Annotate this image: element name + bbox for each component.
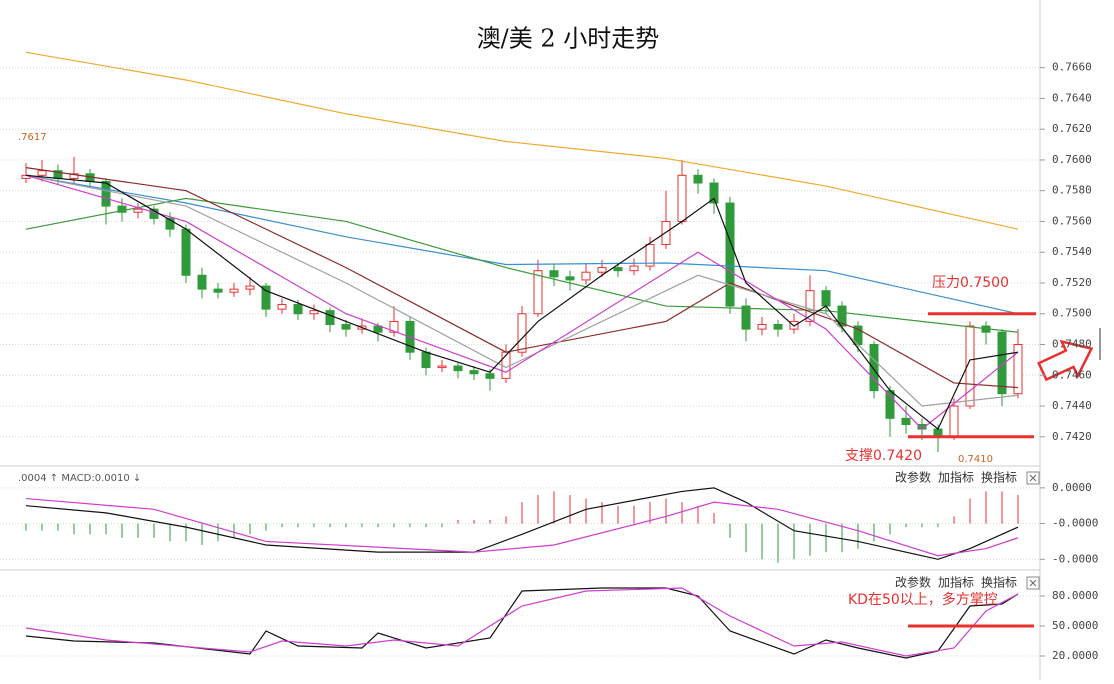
candle-body [309, 310, 319, 315]
price-annotation: .7617 [18, 132, 47, 143]
series-line [25, 497, 1019, 557]
y-tick-label: 0.7480 [1052, 338, 1092, 351]
toolbar-button[interactable]: 换指标 [981, 575, 1017, 590]
candle-body [133, 208, 143, 213]
candle-body [885, 390, 895, 419]
candle-body [613, 267, 623, 272]
candle-body [565, 276, 575, 281]
y-tick-label: 0.7520 [1052, 276, 1092, 289]
candle-body [709, 182, 719, 204]
candle-body [69, 173, 79, 179]
candle-body [901, 417, 911, 425]
toolbar-button[interactable]: 改参数 [895, 470, 931, 485]
candle-body [213, 288, 223, 293]
series-line [25, 174, 1019, 431]
indicator-header: .0004 ↑ MACD:0.0010 ↓ [18, 473, 141, 484]
arrow-icon [1037, 339, 1094, 382]
chart-title: 澳/美 2 小时走势 [477, 25, 660, 53]
candle-body [597, 267, 607, 273]
toolbar-button[interactable]: 换指标 [981, 470, 1017, 485]
candle-body [837, 305, 847, 327]
candle-body [997, 331, 1007, 395]
y-tick-label: 0.7500 [1052, 307, 1092, 320]
candle-body [693, 174, 703, 184]
candle-body [229, 288, 239, 293]
candle-body [437, 365, 447, 369]
candle-body [341, 324, 351, 330]
candle-body [293, 304, 303, 315]
y-tick-label: 50.0000 [1052, 619, 1098, 632]
candle-body [629, 265, 639, 272]
series-line [25, 587, 1019, 657]
y-tick-label: 0.7660 [1052, 61, 1092, 74]
candle-body [821, 290, 831, 307]
y-tick-label: 0.7420 [1052, 430, 1092, 443]
toolbar-button[interactable]: 加指标 [938, 470, 974, 485]
level-label: 支撑0.7420 [845, 448, 922, 464]
candle-body [677, 174, 687, 222]
candle-body [725, 202, 735, 307]
candle-body [101, 180, 111, 207]
series-line [25, 197, 1019, 333]
candle-body [965, 325, 975, 407]
candle-body [869, 344, 879, 392]
y-tick-label: 0.7640 [1052, 91, 1092, 104]
y-tick-label: 0.7540 [1052, 245, 1092, 258]
candle-body [325, 310, 335, 326]
candle-body [805, 290, 815, 322]
candle-body [245, 285, 255, 290]
y-tick-label: 20.0000 [1052, 649, 1098, 662]
toolbar-button[interactable]: 改参数 [895, 575, 931, 590]
y-tick-label: 0.7460 [1052, 368, 1092, 381]
series-line [25, 487, 1019, 560]
candle-body [277, 304, 287, 310]
candle-body [949, 405, 959, 438]
series-line [25, 167, 1019, 389]
series-line [25, 587, 1019, 659]
candle-body [389, 320, 399, 333]
candle-body [117, 205, 127, 213]
candle-body [261, 285, 271, 310]
candle-body [453, 365, 463, 372]
y-tick-label: 0.7600 [1052, 153, 1092, 166]
candle-body [549, 270, 559, 278]
y-tick-label: 0.0000 [1052, 481, 1092, 494]
candle-body [517, 313, 527, 353]
candle-body [485, 373, 495, 379]
y-tick-label: 0.7580 [1052, 184, 1092, 197]
toolbar-button[interactable]: 加指标 [938, 575, 974, 590]
candle-body [469, 370, 479, 375]
series-line [25, 174, 1019, 430]
series-line [25, 174, 1019, 315]
candle-body [1013, 344, 1023, 395]
series-line [25, 174, 1019, 407]
candle-body [645, 244, 655, 267]
y-tick-label: 0.7440 [1052, 399, 1092, 412]
y-tick-label: -0.0000 [1052, 552, 1098, 565]
candle-body [661, 220, 671, 246]
candle-body [581, 271, 591, 281]
candle-body [757, 324, 767, 330]
candle-body [421, 351, 431, 369]
level-label: 压力0.7500 [932, 275, 1009, 291]
y-tick-label: 80.0000 [1052, 589, 1098, 602]
candle-body [37, 170, 47, 176]
close-icon [1029, 579, 1037, 587]
price-annotation: 0.7410 [958, 454, 993, 465]
candle-body [741, 305, 751, 330]
candle-body [533, 270, 543, 315]
candle-body [181, 228, 191, 276]
y-tick-label: 0.7620 [1052, 122, 1092, 135]
y-tick-label: 0.7560 [1052, 214, 1092, 227]
candle-body [197, 274, 207, 290]
level-label: KD在50以上，多方掌控 [848, 591, 998, 608]
close-icon [1029, 474, 1037, 482]
candle-body [165, 217, 175, 230]
candle-body [773, 324, 783, 330]
y-tick-label: -0.0000 [1052, 517, 1098, 530]
series-line [25, 51, 1019, 230]
